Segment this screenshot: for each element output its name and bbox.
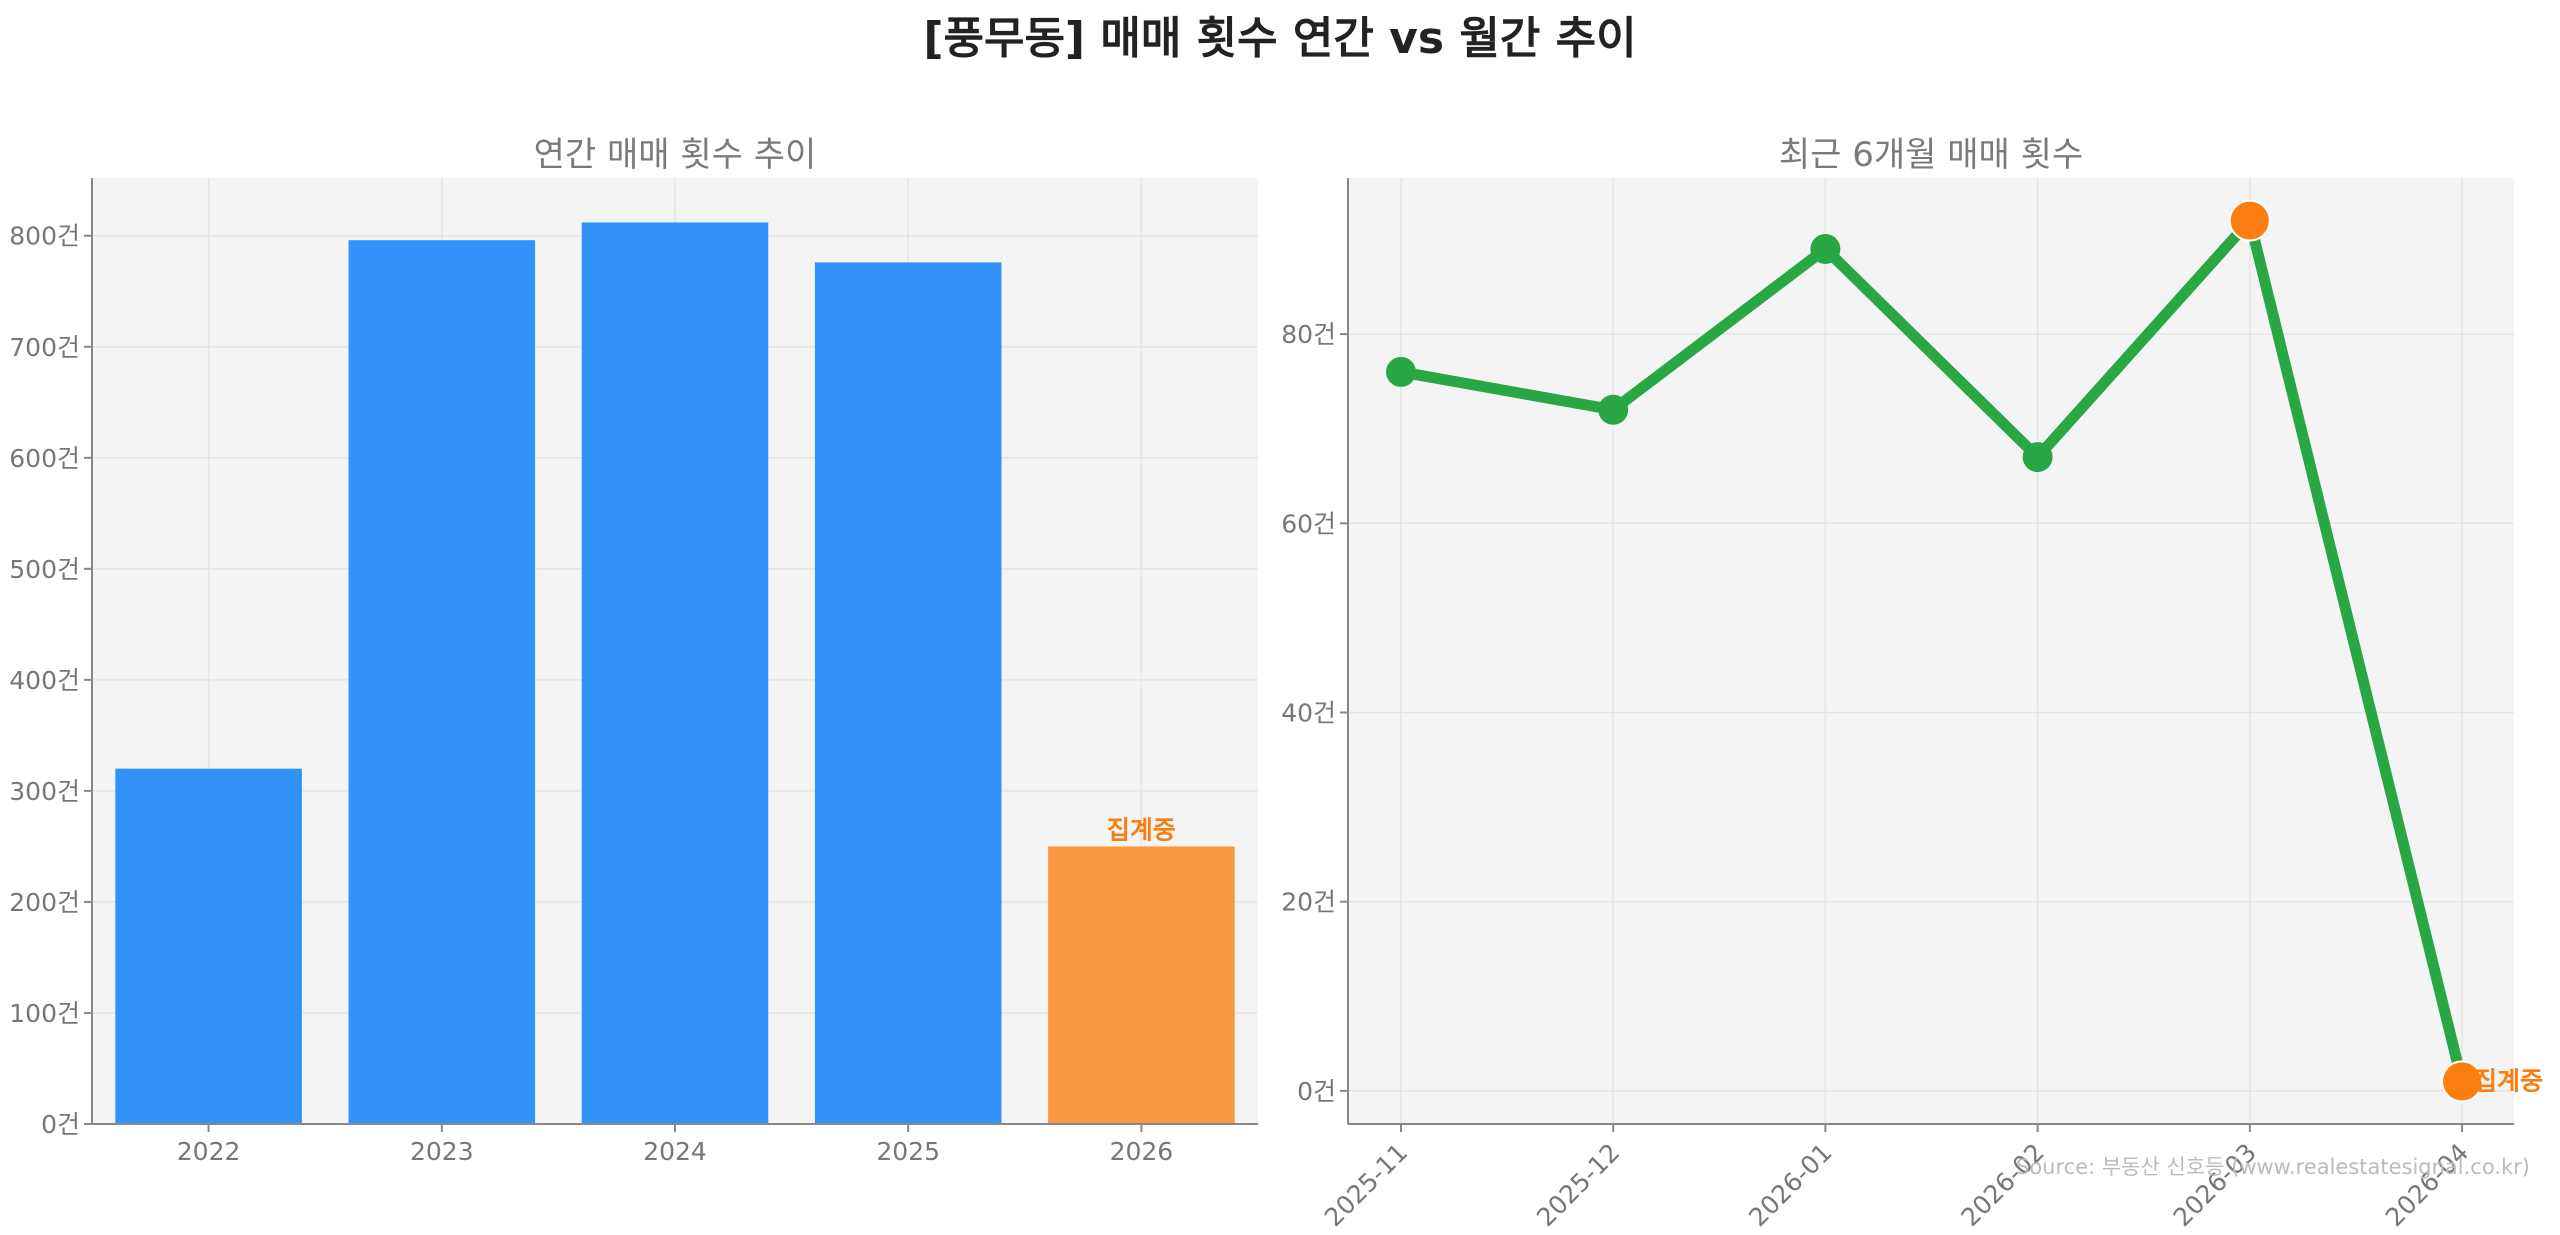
- y-tick-label: 40건: [1281, 698, 1336, 727]
- x-tick-label: 2026: [1110, 1137, 1174, 1166]
- bar: [581, 222, 769, 1124]
- main-title: [풍무동] 매매 횟수 연간 vs 월간 추이: [923, 13, 1637, 64]
- y-tick-label: 700건: [9, 333, 80, 362]
- y-tick-label: 800건: [9, 222, 80, 251]
- bar-annotation: 집계중: [1107, 815, 1176, 844]
- y-tick-label: 100건: [9, 999, 80, 1028]
- bar: [115, 768, 302, 1124]
- x-tick-label: 2026-04: [2380, 1138, 2474, 1232]
- y-tick-label: 400건: [9, 666, 80, 695]
- bar-chart-title: 연간 매매 횟수 추이: [534, 135, 817, 175]
- y-tick-label: 600건: [9, 444, 80, 473]
- bar: [348, 240, 536, 1124]
- source-note: Source: 부동산 신호등 (www.realestatesignal.co…: [2016, 1155, 2530, 1179]
- bar: [814, 262, 1002, 1124]
- x-tick-label: 2026-01: [1743, 1138, 1837, 1232]
- line-chart-title: 최근 6개월 매매 횟수: [1779, 135, 2083, 175]
- x-tick-label: 2022: [177, 1137, 241, 1166]
- series-line: [1395, 215, 2468, 1087]
- y-tick-label: 0건: [1297, 1077, 1336, 1106]
- plot-background: [1348, 178, 2514, 1124]
- y-tick-label: 0건: [41, 1110, 80, 1139]
- x-tick-label: 2026-02: [1955, 1138, 2049, 1232]
- x-tick-label: 2026-03: [2168, 1138, 2262, 1232]
- x-tick-label: 2023: [410, 1137, 474, 1166]
- data-point: [2441, 1060, 2483, 1103]
- data-point: [1598, 394, 1629, 425]
- y-tick-label: 200건: [9, 888, 80, 917]
- y-tick-label: 20건: [1281, 888, 1336, 917]
- y-tick-label: 500건: [9, 555, 80, 584]
- x-tick-label: 2024: [643, 1137, 707, 1166]
- data-point: [2022, 442, 2053, 473]
- data-point: [2228, 199, 2271, 242]
- line-annotation: 집계중: [2474, 1066, 2543, 1095]
- data-point: [1810, 233, 1841, 264]
- y-tick-label: 300건: [9, 777, 80, 806]
- bar-chart-panel: 연간 매매 횟수 추이 0건 100건 200건 300건 400건 500건 600건 70…: [9, 135, 1258, 1166]
- x-tick-label: 2025: [876, 1137, 940, 1166]
- y-tick-label: 80건: [1281, 320, 1336, 349]
- x-tick-label: 2025-12: [1531, 1138, 1625, 1232]
- data-point: [1386, 356, 1416, 387]
- bar: [1048, 846, 1235, 1124]
- y-tick-label: 60건: [1281, 509, 1336, 538]
- x-tick-label: 2025-11: [1319, 1138, 1413, 1232]
- line-chart-panel: 최근 6개월 매매 횟수 0건 20건 40건 60건 80건 2025-11 2025-1…: [1281, 135, 2543, 1232]
